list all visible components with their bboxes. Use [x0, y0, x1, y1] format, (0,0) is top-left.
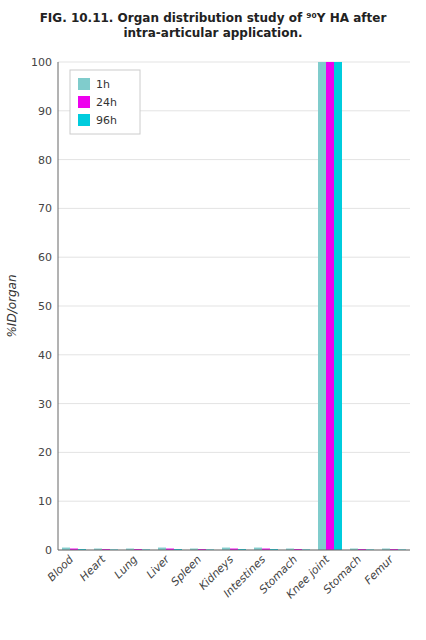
y-tick-label: 0 — [45, 544, 52, 557]
legend-label: 96h — [96, 114, 117, 127]
legend-label: 24h — [96, 96, 117, 109]
y-tick-label: 30 — [38, 398, 52, 411]
legend-label: 1h — [96, 78, 110, 91]
x-axis — [58, 550, 410, 551]
grid-line — [58, 159, 410, 160]
grid-line — [58, 208, 410, 209]
x-tick-label: Femur — [362, 552, 397, 587]
chart: FIG. 10.11. Organ distribution study of … — [0, 0, 426, 640]
x-tick-label: Liver — [144, 552, 173, 581]
y-tick-label: 90 — [38, 105, 52, 118]
y-tick-label: 100 — [31, 56, 52, 69]
grid-line — [58, 452, 410, 453]
y-tick-label: 10 — [38, 495, 52, 508]
grid-line — [58, 306, 410, 307]
grid-line — [58, 501, 410, 502]
grid-line — [58, 403, 410, 404]
grid-line — [58, 354, 410, 355]
y-tick-label: 40 — [38, 349, 52, 362]
grid-line — [58, 62, 410, 63]
y-tick-label: 70 — [38, 202, 52, 215]
bar — [326, 62, 334, 550]
grid-line — [58, 550, 410, 551]
grid-line — [58, 257, 410, 258]
x-tick-label: Knee joint — [284, 552, 333, 601]
bar — [318, 62, 326, 550]
title: FIG. 10.11. Organ distribution study of … — [40, 11, 387, 40]
y-tick-label: 50 — [38, 300, 52, 313]
bars — [62, 62, 406, 550]
y-tick-label: 20 — [38, 446, 52, 459]
x-tick-label: Stomach — [321, 553, 365, 597]
y-axis-label: %ID/organ — [5, 274, 19, 337]
x-tick-label: Heart — [77, 552, 108, 583]
y-tick-label: 80 — [38, 154, 52, 167]
legend-swatch — [78, 114, 90, 126]
legend: 1h 24h 96h — [70, 70, 140, 134]
x-tick-label: Lung — [112, 553, 140, 581]
bar — [334, 62, 342, 550]
legend-box — [70, 70, 140, 134]
y-tick-label: 60 — [38, 251, 52, 264]
legend-swatch — [78, 78, 90, 90]
grid — [58, 62, 410, 550]
y-axis — [58, 62, 59, 550]
legend-swatch — [78, 96, 90, 108]
x-tick-label: Blood — [45, 552, 77, 584]
